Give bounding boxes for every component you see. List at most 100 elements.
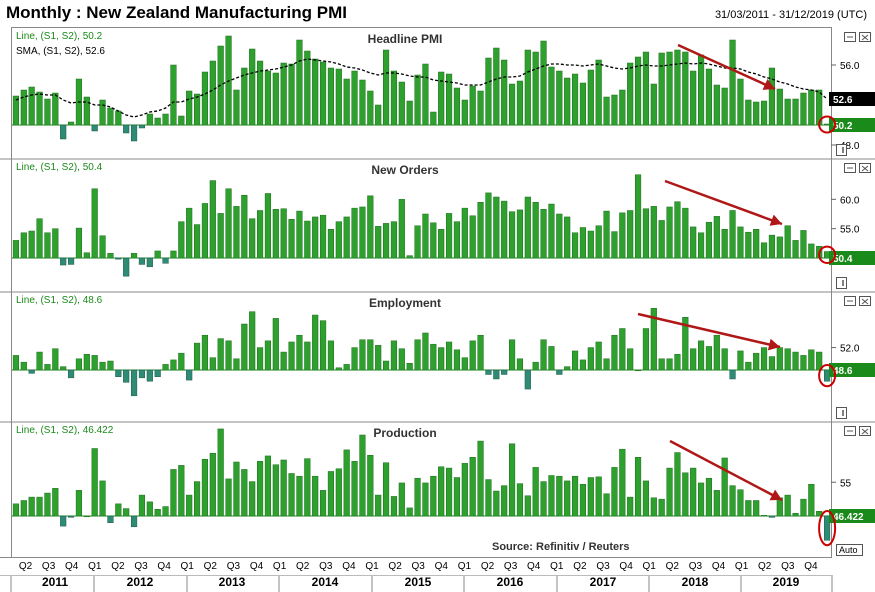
bar-production	[83, 515, 90, 518]
bar-employment	[75, 358, 83, 371]
bar-employment	[721, 348, 728, 371]
x-year-label: 2017	[590, 575, 617, 589]
bar-production	[501, 485, 508, 517]
auto-scale-box[interactable]	[836, 544, 863, 556]
bar-employment	[501, 369, 508, 375]
bar-production	[375, 494, 382, 517]
bar-new-orders	[532, 202, 539, 259]
bar-production	[745, 500, 752, 517]
bar-production	[154, 509, 161, 517]
bar-employment	[225, 340, 232, 371]
trend-arrow	[669, 439, 783, 502]
bar-production	[611, 467, 618, 517]
bar-new-orders	[721, 229, 728, 259]
bar-new-orders	[201, 203, 209, 259]
last-value-label: 48.6	[833, 366, 853, 377]
bar-employment	[705, 346, 713, 371]
bar-headline-pmi	[453, 87, 461, 126]
bar-employment	[713, 334, 720, 371]
bar-new-orders	[713, 216, 720, 259]
bar-headline-pmi	[422, 63, 429, 126]
x-quarter-label: Q3	[319, 561, 333, 572]
bar-headline-pmi	[713, 84, 720, 126]
last-value-label: 46.422	[833, 512, 864, 523]
x-quarter-label: Q1	[458, 561, 472, 572]
x-quarter-label: Q3	[134, 561, 148, 572]
bar-new-orders	[422, 213, 429, 259]
x-year-label: 2018	[682, 575, 709, 589]
bar-new-orders	[414, 225, 421, 259]
bar-headline-pmi	[642, 51, 650, 126]
trend-arrow-head	[769, 489, 782, 501]
bar-production	[327, 471, 335, 517]
bar-production	[445, 467, 453, 517]
bar-employment	[154, 369, 161, 377]
bar-headline-pmi	[666, 51, 673, 126]
x-quarter-label: Q4	[65, 561, 79, 572]
bar-new-orders	[83, 252, 90, 259]
bar-new-orders	[808, 243, 815, 259]
bar-employment	[697, 340, 705, 371]
bar-production	[800, 498, 807, 517]
bar-headline-pmi	[697, 54, 705, 126]
bar-headline-pmi	[571, 73, 579, 126]
scale-box	[836, 277, 847, 289]
bar-employment	[67, 369, 75, 379]
bar-headline-pmi	[162, 113, 169, 126]
bar-headline-pmi	[20, 89, 27, 126]
bar-headline-pmi	[540, 40, 547, 126]
bar-headline-pmi	[587, 69, 594, 126]
bar-new-orders	[406, 255, 413, 259]
bar-employment	[107, 360, 114, 371]
bar-employment	[327, 340, 335, 371]
x-quarter-label: Q3	[412, 561, 426, 572]
bar-production	[508, 443, 516, 517]
bar-production	[579, 484, 587, 517]
bar-headline-pmi	[784, 98, 791, 126]
bar-new-orders	[12, 240, 20, 259]
bar-new-orders	[634, 174, 642, 259]
bar-employment	[508, 339, 516, 371]
bar-employment	[288, 341, 295, 371]
bar-headline-pmi	[107, 107, 114, 126]
x-quarter-label: Q4	[712, 561, 726, 572]
bar-production	[12, 503, 20, 517]
last-value-box	[829, 509, 875, 523]
bar-production	[595, 476, 602, 517]
bar-headline-pmi	[60, 124, 67, 140]
bar-employment	[595, 341, 602, 371]
panel-close-icon-stroke	[861, 428, 869, 435]
bar-new-orders	[760, 242, 768, 259]
bar-production	[130, 515, 138, 528]
highlight-circle	[818, 364, 837, 388]
bar-employment	[375, 345, 382, 371]
bar-new-orders	[690, 226, 697, 259]
bar-new-orders	[280, 208, 287, 259]
bar-employment	[760, 347, 768, 371]
bar-production	[690, 467, 697, 517]
bar-employment	[477, 334, 484, 371]
bar-production	[67, 515, 75, 518]
bar-employment	[312, 314, 319, 371]
bar-employment	[784, 348, 791, 371]
bar-headline-pmi	[564, 77, 571, 126]
bar-employment	[532, 361, 539, 371]
x-quarter-label: Q1	[365, 561, 379, 572]
bar-headline-pmi	[406, 100, 413, 126]
bar-production	[556, 475, 563, 517]
panel-close-icon-stroke	[861, 34, 869, 41]
bar-new-orders	[123, 257, 130, 277]
bar-new-orders	[146, 257, 153, 268]
bar-employment	[745, 361, 752, 371]
bar-headline-pmi	[375, 104, 382, 126]
bar-new-orders	[768, 234, 776, 259]
bar-employment	[146, 369, 153, 382]
bar-headline-pmi	[83, 96, 90, 126]
bar-production	[335, 468, 342, 517]
trend-arrow	[677, 43, 776, 91]
bar-employment	[524, 369, 531, 390]
x-quarter-label: Q4	[619, 561, 633, 572]
bar-new-orders	[737, 226, 744, 259]
bar-new-orders	[209, 180, 216, 259]
bar-new-orders	[91, 188, 98, 259]
